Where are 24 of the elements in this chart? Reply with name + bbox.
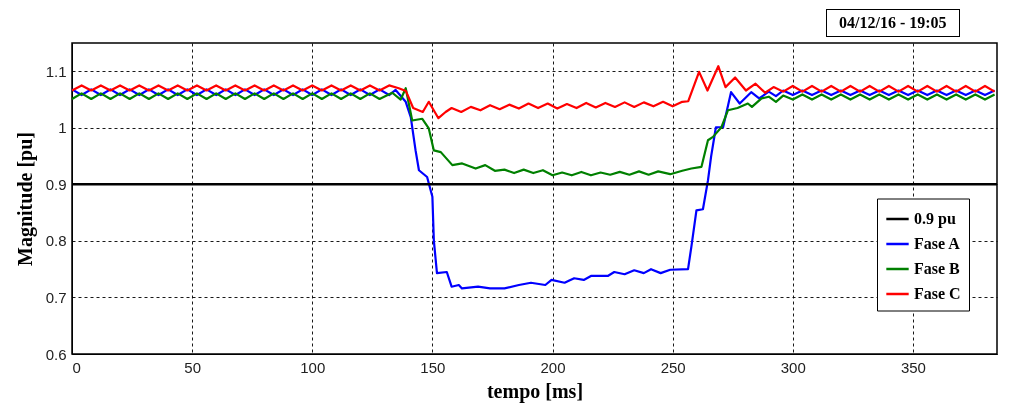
y-axis-title: Magnitude [pu] [13,132,37,266]
legend-label: Fase A [914,235,961,252]
legend-label: 0.9 pu [914,210,956,228]
x-tick-label: 200 [540,358,566,376]
x-tick-label: 250 [660,358,686,376]
y-tick-label: 1 [58,119,67,137]
line-series [70,87,996,177]
x-axis-title: tempo [ms] [486,379,584,403]
y-tick-label: 0.9 [45,175,67,193]
y-tick-label: 0.7 [45,288,67,306]
y-tick-label: 0.8 [45,232,67,250]
legend-label: Fase C [914,285,961,302]
legend-label: Fase B [914,260,961,277]
y-tick-label: 1.1 [45,62,67,80]
text: 04/12/16 - 19:05 [826,9,960,37]
x-tick-label: 150 [420,358,446,376]
line-series [70,88,996,290]
x-tick-label: 350 [900,358,926,376]
x-tick-label: 50 [184,358,201,376]
x-tick-label: 0 [72,358,81,376]
line-series [70,65,996,120]
y-tick-label: 0.6 [45,345,67,363]
x-tick-label: 100 [300,358,326,376]
x-tick-label: 300 [780,358,806,376]
